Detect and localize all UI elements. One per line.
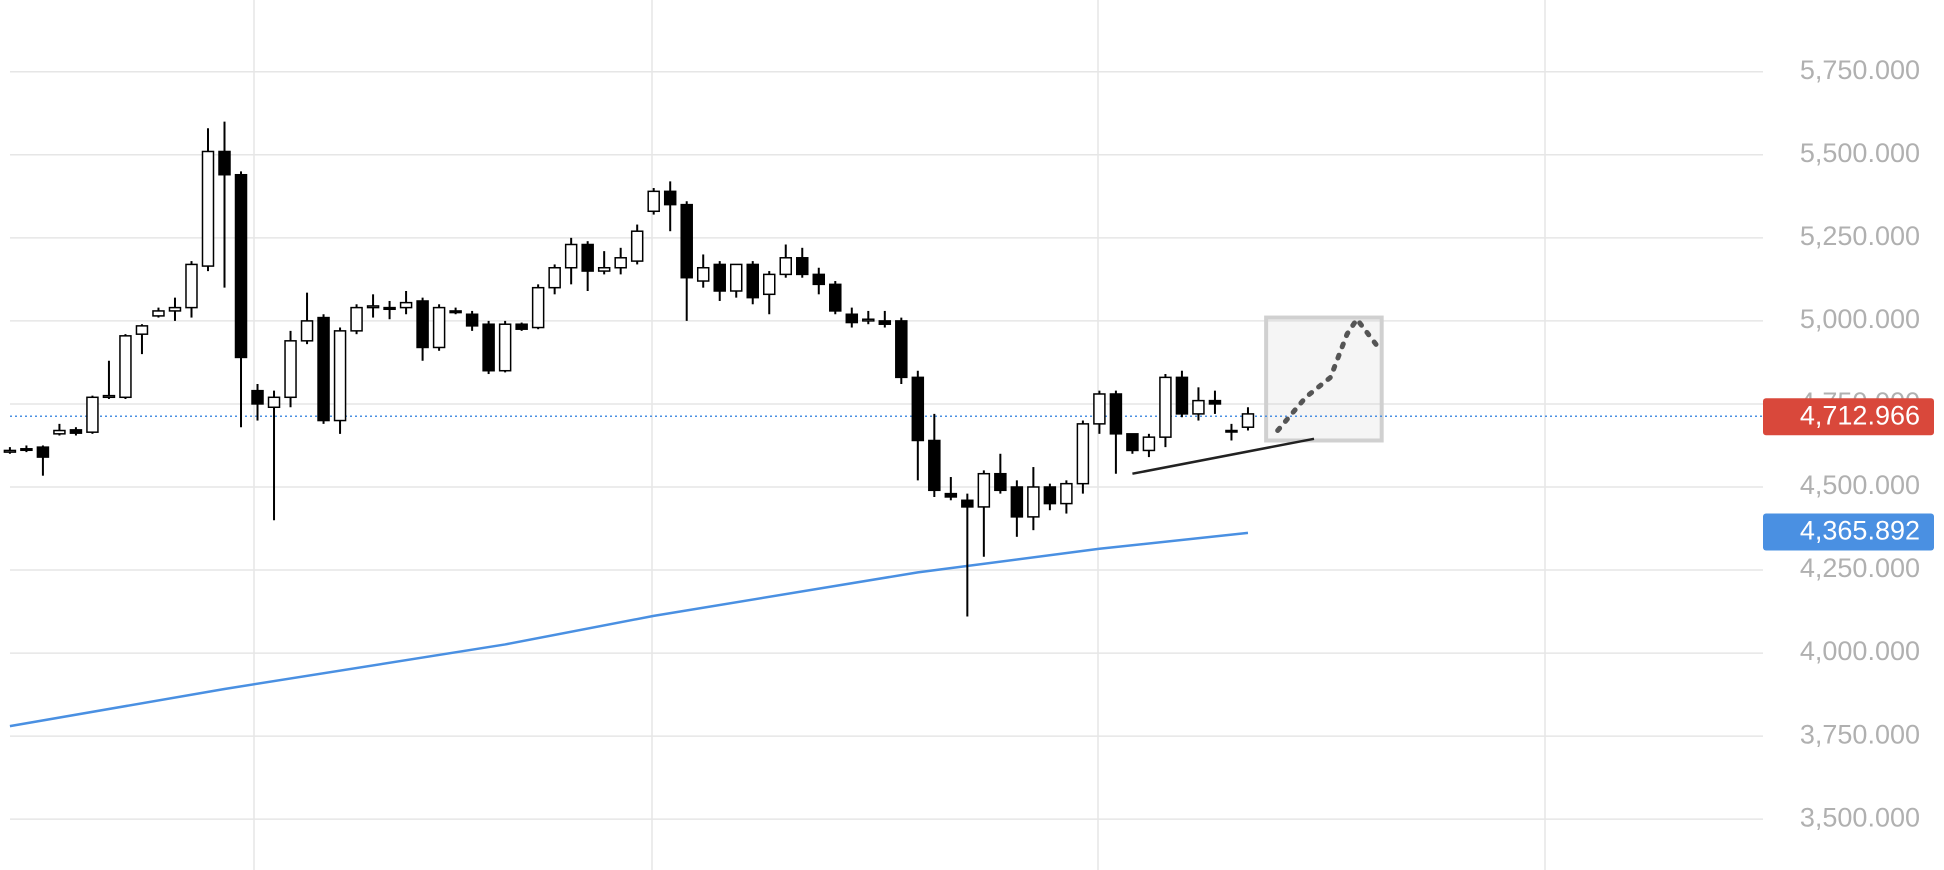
candle-body: [20, 448, 33, 452]
candle-body: [218, 150, 231, 176]
candle-body: [102, 394, 116, 399]
y-tick-label: 4,250.000: [1800, 553, 1920, 583]
y-tick-label: 5,750.000: [1800, 55, 1920, 85]
candle-body: [1241, 413, 1255, 428]
candle-body: [317, 316, 330, 422]
candle-body: [895, 320, 908, 379]
candle-body: [1126, 433, 1139, 452]
candle-body: [449, 310, 462, 314]
candle-body: [928, 439, 941, 492]
candle-body: [911, 376, 925, 442]
moving-average-line: [9, 531, 1249, 728]
candle-body: [69, 429, 83, 434]
candle-body: [300, 320, 314, 342]
candle-body: [267, 396, 281, 409]
candle-body: [647, 190, 660, 213]
candle-body: [1175, 376, 1189, 415]
y-tick-label: 5,500.000: [1800, 138, 1920, 168]
candle-body: [36, 446, 50, 458]
candle-body: [729, 263, 743, 292]
candle-body: [86, 396, 99, 433]
candle-body: [185, 263, 198, 309]
candle-body: [234, 173, 248, 359]
candle-body: [416, 300, 429, 349]
y-tick-label: 5,000.000: [1800, 304, 1920, 334]
candle-body: [680, 203, 693, 279]
candle-body: [1208, 399, 1222, 405]
candle-body: [350, 306, 363, 332]
candle-body: [977, 472, 991, 508]
candle-body: [168, 306, 182, 312]
candle-body: [498, 323, 512, 372]
candle-body: [796, 257, 809, 276]
candle-body: [961, 499, 974, 508]
candle-body: [762, 273, 776, 296]
candle-body: [812, 273, 826, 286]
candle-body: [614, 257, 627, 269]
projection-path: [1275, 314, 1381, 434]
candle-body: [944, 492, 958, 498]
candle-body: [663, 190, 677, 206]
candle-body: [366, 305, 380, 309]
y-tick-label: 3,750.000: [1800, 719, 1920, 749]
candle-body: [1142, 436, 1156, 452]
candle-body: [201, 150, 215, 267]
y-tick-label: 3,500.000: [1800, 802, 1920, 832]
candle-body: [829, 283, 842, 312]
candle-body: [878, 320, 892, 325]
candle-body: [581, 243, 594, 272]
candle-body: [135, 325, 149, 335]
candle-body: [482, 323, 495, 372]
candle-body: [53, 429, 66, 435]
candle-body: [1043, 486, 1057, 505]
y-tick-label: 5,250.000: [1800, 221, 1920, 251]
candle-body: [152, 310, 165, 317]
candle-body: [1093, 393, 1106, 425]
last-price-tag-label: 4,712.966: [1800, 400, 1920, 430]
y-tick-label: 4,500.000: [1800, 470, 1920, 500]
candle-body: [1010, 486, 1024, 518]
last-price-tag-box: [1763, 398, 1934, 436]
candle-body: [696, 266, 710, 282]
candle-body: [531, 286, 545, 329]
candle-body: [713, 263, 726, 292]
candle-body: [119, 335, 132, 399]
candle-body: [465, 313, 479, 327]
candle-body: [1225, 429, 1238, 433]
candle-body: [862, 318, 875, 322]
candle-body: [564, 243, 578, 269]
candle-body: [3, 449, 17, 453]
candle-body: [746, 263, 759, 299]
candle-body: [333, 330, 347, 422]
candle-body: [845, 313, 859, 324]
candle-body: [994, 472, 1007, 492]
candle-body: [284, 340, 297, 399]
candle-body: [779, 257, 793, 276]
candle-body: [515, 323, 528, 330]
candle-body: [630, 230, 644, 262]
candle-body: [548, 266, 561, 289]
candle-body: [383, 306, 396, 311]
candle-body: [1027, 486, 1040, 518]
candle-body: [1076, 423, 1090, 485]
ma-price-tag-label: 4,365.892: [1800, 516, 1920, 546]
candle-body: [251, 389, 264, 405]
vertical-grid: [253, 0, 1546, 870]
candle-body: [1159, 376, 1172, 438]
candle-body: [1192, 399, 1205, 415]
ma-price-tag-box: [1763, 513, 1934, 551]
y-tick-label: 4,000.000: [1800, 636, 1920, 666]
candle-body: [597, 266, 611, 272]
trend-line: [1132, 437, 1315, 475]
candle-body: [1060, 482, 1073, 505]
candle-body: [432, 306, 446, 349]
candle-body: [399, 301, 413, 309]
candle-body: [1109, 393, 1123, 435]
